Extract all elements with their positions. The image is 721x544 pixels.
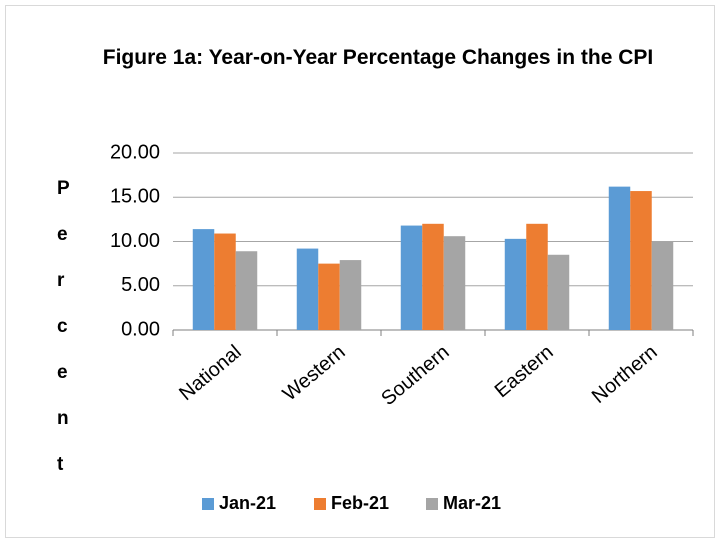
y-axis-label: Percent [57, 178, 70, 475]
legend-label: Mar-21 [443, 493, 501, 513]
bar [214, 233, 236, 330]
bar [318, 263, 340, 330]
bar [296, 248, 319, 330]
bar [235, 251, 258, 330]
bar [400, 225, 423, 330]
legend-label: Feb-21 [331, 493, 389, 513]
bar [651, 241, 674, 330]
bar [504, 238, 527, 330]
y-tick-label: 0.00 [121, 318, 160, 340]
y-tick-label: 10.00 [110, 230, 160, 252]
y-tick-label: 15.00 [110, 186, 160, 208]
chart-title: Figure 1a: Year-on-Year Percentage Chang… [102, 46, 654, 69]
bar [547, 254, 570, 330]
bar [526, 223, 548, 330]
chart-border [5, 5, 715, 538]
legend-swatch [426, 498, 438, 510]
x-tick-label: Eastern [491, 341, 558, 402]
bar [422, 223, 444, 330]
x-tick-label: Northern [588, 341, 662, 408]
legend-label: Jan-21 [219, 493, 276, 513]
bar [630, 191, 652, 330]
x-tick-label: Southern [377, 341, 453, 410]
y-tick-label: 20.00 [110, 141, 160, 163]
bar [608, 186, 631, 330]
legend-swatch [314, 498, 326, 510]
x-tick-label: National [175, 341, 245, 405]
bar [192, 229, 215, 330]
bar [339, 260, 362, 330]
legend-swatch [202, 498, 214, 510]
bar [443, 236, 466, 330]
x-tick-label: Western [279, 341, 350, 405]
y-tick-label: 5.00 [121, 274, 160, 296]
